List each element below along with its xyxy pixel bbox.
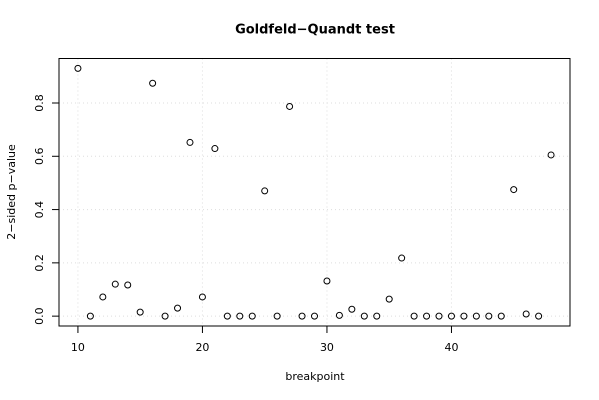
point [174, 304, 182, 312]
point [261, 187, 269, 195]
point [485, 312, 493, 320]
point [535, 312, 543, 320]
point [186, 138, 194, 146]
point [273, 312, 281, 320]
point [198, 293, 206, 301]
point [248, 312, 256, 320]
point [211, 145, 219, 153]
point [398, 254, 406, 262]
y-tick-label: 0.0 [33, 307, 46, 325]
x-tick-label: 30 [320, 341, 334, 354]
point [460, 312, 468, 320]
point [522, 310, 530, 318]
point [385, 295, 393, 303]
point [136, 308, 144, 316]
y-tick-label: 0.8 [33, 94, 46, 112]
point [124, 281, 132, 289]
point [435, 312, 443, 320]
point [335, 311, 343, 319]
point [410, 312, 418, 320]
point [223, 312, 231, 320]
point [149, 79, 157, 87]
x-tick-label: 10 [71, 341, 85, 354]
point [236, 312, 244, 320]
point [323, 277, 331, 285]
point [311, 312, 318, 320]
point [360, 312, 368, 320]
point [99, 293, 107, 301]
y-axis-title: 2−sided p−value [5, 144, 18, 240]
y-tick-label: 0.6 [33, 148, 46, 166]
point [497, 312, 505, 320]
point [447, 312, 455, 320]
y-tick-label: 0.2 [33, 254, 46, 272]
point [74, 64, 82, 72]
point [373, 312, 381, 320]
plot-frame [58, 58, 571, 327]
point [547, 151, 555, 159]
point [510, 186, 518, 194]
point [348, 305, 356, 313]
point [423, 312, 431, 320]
point [298, 312, 306, 320]
x-tick-label: 20 [195, 341, 209, 354]
chart-title: Goldfeld−Quandt test [235, 23, 395, 38]
point [161, 312, 169, 320]
point [111, 280, 119, 288]
point [472, 312, 480, 320]
y-tick-label: 0.4 [33, 201, 46, 219]
x-axis-title: breakpoint [285, 370, 345, 383]
x-tick-label: 40 [444, 341, 458, 354]
point [286, 102, 294, 110]
point [86, 312, 94, 320]
